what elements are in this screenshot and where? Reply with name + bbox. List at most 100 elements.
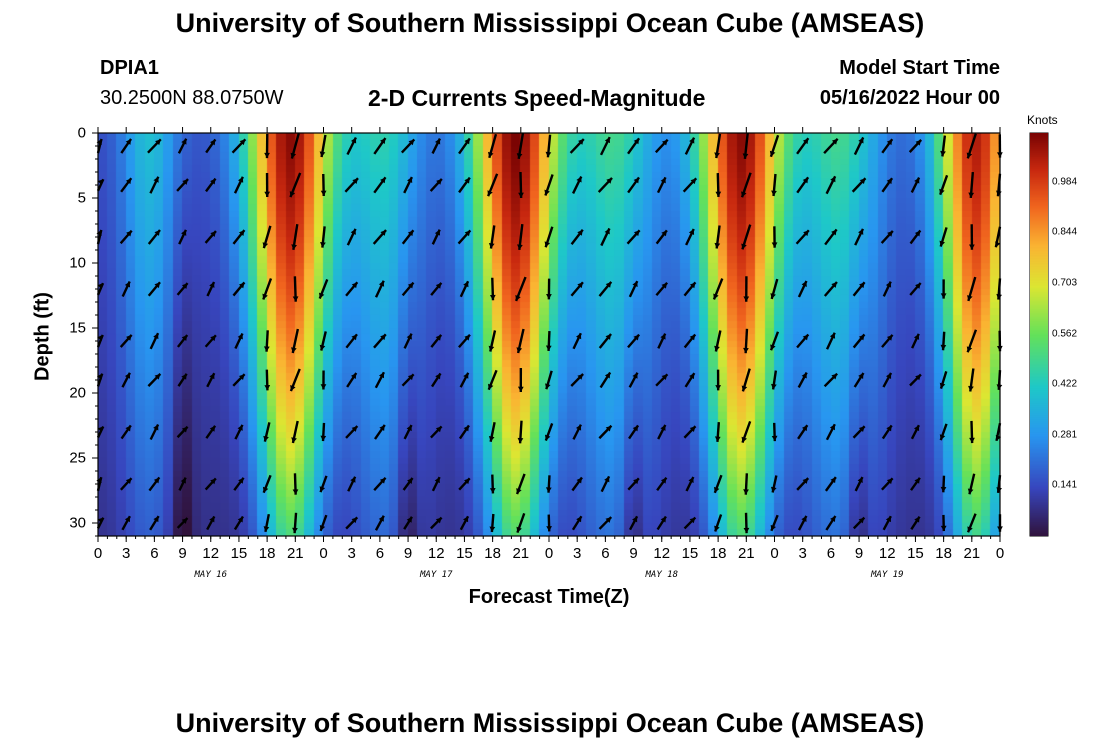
x-tick-label: 18 [709,545,727,562]
current-vector [910,177,921,193]
y-tick-label: 5 [77,189,86,207]
current-vector [431,229,441,245]
current-vector [940,135,947,157]
current-vector [263,422,271,442]
y-tick-label: 10 [69,254,86,272]
date-label: MAY 18 [645,570,679,580]
y-tick-labels: 0 5 10 15 20 25 30 [62,125,92,536]
current-vector [177,138,188,154]
current-vector [683,425,697,439]
current-vector [940,514,947,532]
current-vector [96,517,105,529]
current-vector [121,280,131,298]
x-tick-label: 21 [737,545,755,562]
current-vector [120,138,133,154]
current-vector [714,330,722,352]
current-vector [372,229,387,245]
colorbar-title: Knots [1027,113,1058,127]
current-vector [656,515,667,531]
current-vector [430,425,443,439]
current-vector [373,477,387,491]
current-vector [824,228,838,246]
current-vector [967,473,976,495]
current-vector [204,334,217,348]
current-vector [571,476,583,492]
current-vector [968,368,975,392]
current-vector [121,372,131,388]
current-vector [966,329,978,353]
current-vector [628,280,639,298]
current-vector [430,282,443,296]
date-label: MAY 16 [194,570,228,580]
x-tick-label: 18 [258,545,276,562]
current-vector [966,133,977,159]
x-tick-label: 12 [878,545,896,562]
current-vector [546,514,552,532]
current-vector [488,225,496,249]
colorbar [1030,133,1048,536]
current-vector [147,229,161,245]
current-vector [628,515,639,531]
current-vector [880,230,894,244]
current-vector [654,138,669,154]
current-vector [598,333,612,349]
current-vector [544,422,554,442]
x-tick-labels: 0 3 6 9 12 15 18 21 0 3 6 9 12 15 18 21 0 3 6 9 12 15 18 21 0 3 6 9… [94,545,1004,565]
x-tick-label: 21 [963,545,981,562]
current-vector [597,177,613,193]
current-vector [599,136,611,156]
x-tick-label: 15 [230,545,248,562]
current-vector [714,225,721,249]
current-vector [320,173,327,197]
current-vector [714,514,723,532]
current-vector [909,373,922,387]
current-vector [882,372,893,388]
current-vector [825,423,836,441]
current-vector [518,171,524,199]
x-tick-label: 9 [403,545,413,562]
date-labels: MAY 16 MAY 17 MAY 18 MAY 19 [98,570,1000,584]
current-vector [262,278,273,300]
colorbar-tick-label: 0.422 [1052,378,1078,390]
current-vector [657,424,667,440]
current-vector [458,477,471,491]
current-vector [347,476,357,492]
colorbar-tick-label: 0.281 [1052,429,1078,441]
current-vector [969,420,975,444]
current-vector [881,424,893,440]
current-vector [627,477,640,491]
current-vector [232,373,246,387]
current-vector [939,227,948,247]
current-vector [346,372,358,388]
current-vector [430,516,443,530]
current-vector [345,281,359,297]
current-vector [292,473,299,495]
current-vector [854,228,865,246]
x-tick-label: 15 [907,545,924,562]
current-vector [825,515,837,531]
current-vector [233,477,245,491]
current-vector [431,476,441,492]
current-vector [940,475,947,493]
date-label: MAY 17 [419,570,453,580]
current-vector [741,420,752,444]
current-vector [320,370,327,390]
current-vector [968,171,975,199]
current-vector [516,328,525,354]
current-vector [684,137,696,155]
current-vector [851,177,867,193]
current-vector [205,138,217,154]
current-vector [684,372,696,388]
current-vector [147,281,161,297]
current-vector [373,333,387,349]
current-vector [374,280,385,298]
current-vector [232,229,246,245]
current-vector [149,515,160,531]
current-vector [627,137,641,155]
current-vector [402,477,414,491]
current-vector [263,513,271,533]
current-vector [742,132,749,160]
station-coords: 30.2500N 88.0750W [100,87,284,109]
current-vector [714,133,722,159]
current-vector [683,333,697,349]
